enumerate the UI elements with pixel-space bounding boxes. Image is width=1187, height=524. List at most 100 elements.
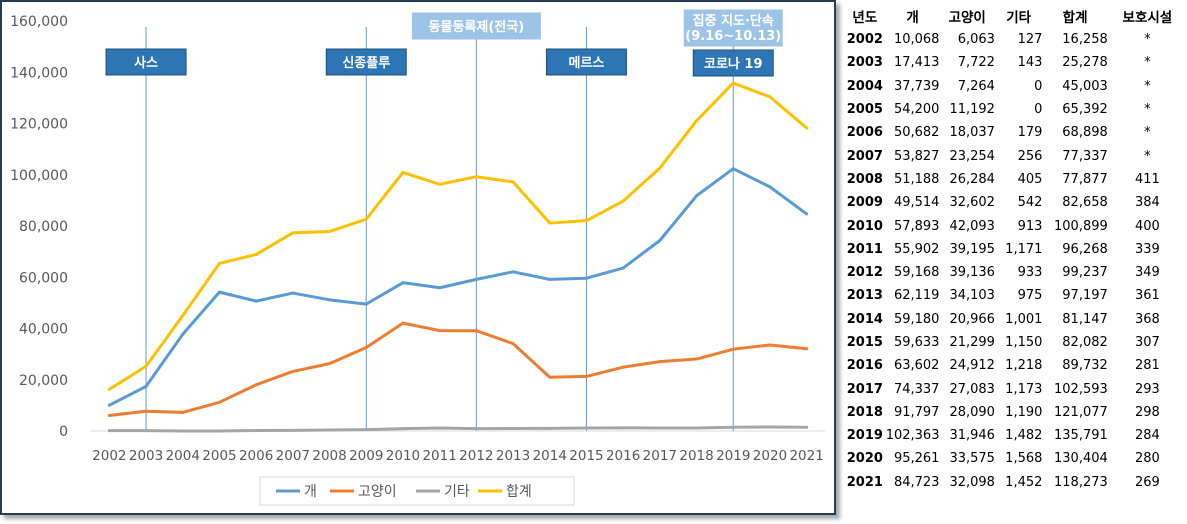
cell-year: 2010 — [846, 218, 883, 234]
cell-other: 1,001 — [1005, 311, 1043, 327]
cell-shelter: * — [1144, 125, 1151, 141]
cell-year: 2020 — [846, 451, 883, 467]
data-point — [181, 429, 185, 433]
legend-label: 개 — [304, 484, 317, 500]
cell-total: 77,337 — [1062, 148, 1108, 164]
table-row: 2015 59,633 21,299 1,150 82,082 307 — [844, 331, 1187, 354]
cell-dog: 91,797 — [893, 404, 940, 420]
x-tick-label: 2004 — [166, 448, 200, 464]
data-point — [548, 277, 552, 281]
series-line-3 — [107, 81, 809, 391]
cell-other: 542 — [1017, 195, 1043, 211]
y-tick-label: 20,000 — [19, 373, 68, 389]
header-other: 기타 — [1006, 10, 1032, 26]
cell-dog: 17,413 — [893, 55, 940, 71]
x-tick-label: 2005 — [202, 448, 236, 464]
data-point — [474, 277, 478, 281]
data-point — [695, 426, 699, 430]
cell-shelter: 349 — [1134, 265, 1160, 281]
cell-total: 121,077 — [1054, 404, 1108, 420]
cell-dog: 95,261 — [893, 451, 940, 467]
cell-cat: 20,966 — [949, 311, 995, 327]
data-point — [621, 266, 625, 270]
data-point — [621, 365, 625, 369]
cell-total: 45,003 — [1062, 78, 1108, 94]
event-label-text: 사스 — [134, 55, 158, 71]
table-row: 2012 59,168 39,136 933 99,237 349 — [844, 261, 1187, 284]
data-point — [805, 126, 809, 130]
data-point — [254, 299, 258, 303]
cell-total: 130,404 — [1054, 451, 1108, 467]
data-point — [658, 360, 662, 364]
x-tick-label: 2016 — [606, 448, 640, 464]
event-label-box — [545, 48, 627, 76]
data-point — [328, 362, 332, 366]
cell-total: 82,082 — [1062, 335, 1108, 350]
series-line-0 — [107, 167, 809, 407]
cell-total: 135,791 — [1054, 428, 1108, 444]
table-row: 2003 17,413 7,722 143 25,278 * — [844, 51, 1187, 74]
table-row: 2002 10,068 6,063 127 16,258 * — [844, 28, 1187, 51]
data-point — [474, 329, 478, 333]
cell-total: 82,658 — [1062, 195, 1108, 211]
cell-shelter: 280 — [1134, 451, 1160, 467]
y-tick-label: 80,000 — [19, 219, 68, 235]
header-cat: 고양이 — [948, 10, 986, 26]
event-label-text: 집중 지도·단속 — [693, 13, 774, 29]
data-point — [181, 314, 185, 318]
data-point — [401, 281, 405, 285]
cell-total: 77,877 — [1062, 171, 1108, 187]
data-point — [438, 182, 442, 186]
header-shelter: 보호시설 — [1122, 10, 1173, 26]
data-point — [621, 199, 625, 203]
cell-dog: 84,723 — [893, 474, 940, 490]
table-header-row: 년도 개 고양이 기타 합계 보호시설 — [844, 4, 1187, 28]
table-row: 2017 74,337 27,083 1,173 102,593 293 — [844, 377, 1187, 400]
cell-shelter: * — [1144, 102, 1151, 118]
data-point — [401, 170, 405, 174]
cell-cat: 21,299 — [949, 335, 995, 350]
data-point — [291, 291, 295, 295]
cell-shelter: * — [1144, 32, 1151, 48]
event-label-box — [692, 49, 774, 77]
x-tick-label: 2010 — [386, 448, 420, 464]
cell-shelter: 400 — [1134, 218, 1160, 234]
cell-total: 97,197 — [1062, 288, 1108, 304]
data-point — [584, 374, 588, 378]
cell-cat: 27,083 — [949, 381, 995, 397]
data-point — [364, 302, 368, 306]
data-point — [144, 384, 148, 388]
data-point — [254, 383, 258, 387]
x-tick-label: 2002 — [92, 448, 126, 464]
data-point — [731, 167, 735, 171]
cell-total: 81,147 — [1062, 311, 1108, 327]
data-point — [474, 427, 478, 431]
x-tick-label: 2018 — [679, 448, 713, 464]
data-point — [658, 426, 662, 430]
table-row: 2016 63,602 24,912 1,218 89,732 281 — [844, 354, 1187, 377]
data-point — [254, 429, 258, 433]
data-point — [584, 276, 588, 280]
cell-year: 2011 — [846, 241, 883, 257]
table-row: 2018 91,797 28,090 1,190 121,077 298 — [844, 401, 1187, 424]
cell-total: 118,273 — [1054, 474, 1108, 490]
data-point — [438, 426, 442, 430]
cell-year: 2021 — [846, 474, 883, 490]
data-point — [401, 321, 405, 325]
data-point — [584, 219, 588, 223]
data-point — [511, 427, 515, 431]
data-point — [291, 428, 295, 432]
cell-dog: 59,180 — [893, 311, 940, 327]
cell-other: 933 — [1017, 265, 1043, 281]
y-tick-label: 120,000 — [10, 117, 68, 133]
cell-year: 2012 — [846, 265, 883, 281]
data-point — [695, 357, 699, 361]
cell-dog: 37,739 — [893, 78, 940, 94]
data-point — [511, 270, 515, 274]
cell-other: 405 — [1017, 171, 1043, 187]
table-row: 2021 84,723 32,098 1,452 118,273 269 — [844, 471, 1187, 494]
data-point — [548, 375, 552, 379]
cell-year: 2002 — [846, 32, 883, 48]
event-label-text: 신종플루 — [342, 56, 390, 71]
data-point — [328, 298, 332, 302]
